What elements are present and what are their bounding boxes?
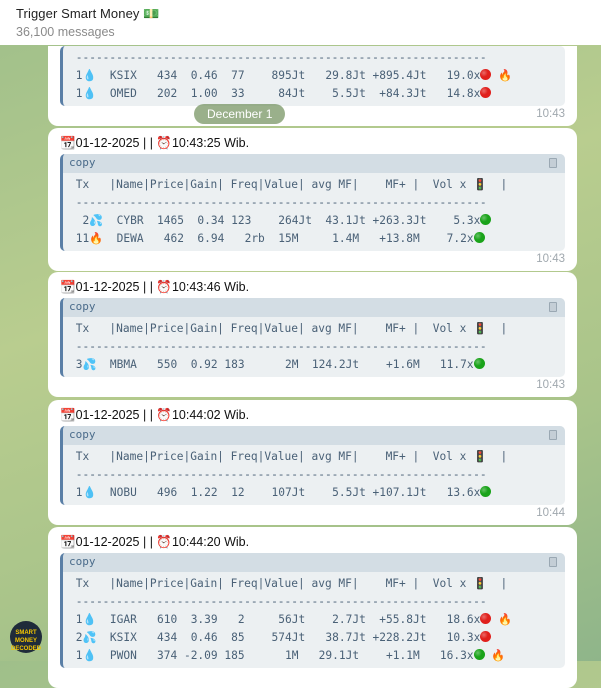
table-header: Tx |Name|Price|Gain| Freq|Value| avg MF|… [69,178,508,191]
message-bubble: 📆01-12-2025 | | ⏰10:43:46 Wib. copy Tx |N… [48,272,577,397]
row-text: 1💧 NOBU 496 1.22 12 107Jt 5.5Jt +107.1Jt… [69,486,481,499]
table-row: 1💧 IGAR 610 3.39 2 56Jt 2.7Jt +55.8Jt 18… [69,611,559,629]
code-header: copy [63,426,565,445]
avatar[interactable]: SMART MONEY DECODED [10,621,42,653]
table-separator: ----------------------------------------… [69,196,487,209]
message-header: 📆01-12-2025 | | ⏰10:43:25 Wib. [60,136,250,150]
row-text: 1💧 PWON 374 -2.09 185 1M 29.1Jt +1.1M 16… [69,649,474,662]
code-content: Tx |Name|Price|Gain| Freq|Value| avg MF|… [63,173,565,251]
row-text: 1💧 IGAR 610 3.39 2 56Jt 2.7Jt +55.8Jt 18… [69,613,481,626]
code-block: ----------------------------------------… [60,46,565,106]
copy-icon[interactable] [549,430,557,440]
message-count: 36,100 messages [16,25,115,39]
fire-icon: 🔥 [498,69,513,82]
code-content: Tx |Name|Price|Gain| Freq|Value| avg MF|… [63,572,565,668]
table-row: 1💧 OMED 202 1.00 33 84Jt 5.5Jt +84.3Jt 1… [69,85,559,103]
table-separator: ----------------------------------------… [69,468,487,481]
channel-title: Trigger Smart Money 💵 [16,6,160,21]
copy-icon[interactable] [549,557,557,567]
status-red-icon [480,613,492,624]
table-row: 2💦 KSIX 434 0.46 85 574Jt 38.7Jt +228.2J… [69,629,559,647]
message-header: 📆01-12-2025 | | ⏰10:44:02 Wib. [60,408,250,422]
row-text: 11🔥 DEWA 462 6.94 2rb 15M 1.4M +13.8M 7.… [69,232,474,245]
chat-header[interactable]: Trigger Smart Money 💵 36,100 messages [0,0,601,45]
status-green-icon [480,486,492,497]
table-row: 11🔥 DEWA 462 6.94 2rb 15M 1.4M +13.8M 7.… [69,230,559,248]
message-bubble: 📆01-12-2025 | | ⏰10:44:02 Wib. copy Tx |N… [48,400,577,525]
status-green-icon [473,358,485,369]
status-green-icon [473,649,485,660]
row-text: 2💦 CYBR 1465 0.34 123 264Jt 43.1Jt +263.… [69,214,481,227]
status-green-icon [480,214,492,225]
message-header: 📆01-12-2025 | | ⏰10:43:46 Wib. [60,280,250,294]
code-label: copy [69,156,96,169]
code-label: copy [69,300,96,313]
code-header: copy [63,298,565,317]
code-header: copy [63,553,565,572]
table-header: Tx |Name|Price|Gain| Freq|Value| avg MF|… [69,450,508,463]
message-time: 10:43 [536,379,565,391]
code-block: copy Tx |Name|Price|Gain| Freq|Value| av… [60,154,565,251]
table-row: 1💧 PWON 374 -2.09 185 1M 29.1Jt +1.1M 16… [69,647,559,665]
code-content: Tx |Name|Price|Gain| Freq|Value| avg MF|… [63,445,565,505]
code-block: copy Tx |Name|Price|Gain| Freq|Value| av… [60,298,565,377]
table-separator: ----------------------------------------… [69,340,487,353]
table-row: 1💧 KSIX 434 0.46 77 895Jt 29.8Jt +895.4J… [69,67,559,85]
message-header: 📆01-12-2025 | | ⏰10:44:20 Wib. [60,535,250,549]
table-header: Tx |Name|Price|Gain| Freq|Value| avg MF|… [69,577,508,590]
message-time [60,668,565,684]
row-text: 2💦 KSIX 434 0.46 85 574Jt 38.7Jt +228.2J… [69,631,481,644]
copy-icon[interactable] [549,158,557,168]
copy-icon[interactable] [549,302,557,312]
message-bubble: ----------------------------------------… [48,46,577,126]
date-pill: December 1 [194,104,286,124]
row-text: 1💧 KSIX 434 0.46 77 895Jt 29.8Jt +895.4J… [69,69,481,82]
code-header: copy [63,154,565,173]
fire-icon: 🔥 [498,613,513,626]
message-bubble: 📆01-12-2025 | | ⏰10:43:25 Wib. copy Tx |N… [48,128,577,271]
code-label: copy [69,428,96,441]
table-row: 3💦 MBMA 550 0.92 183 2M 124.2Jt +1.6M 11… [69,356,559,374]
table-row: 2💦 CYBR 1465 0.34 123 264Jt 43.1Jt +263.… [69,212,559,230]
code-label: copy [69,555,96,568]
table-separator: ----------------------------------------… [69,51,487,64]
status-green-icon [473,232,485,243]
code-content: Tx |Name|Price|Gain| Freq|Value| avg MF|… [63,317,565,377]
message-time: 10:43 [536,253,565,265]
message-bubble: 📆01-12-2025 | | ⏰10:44:20 Wib. copy Tx |N… [48,527,577,688]
status-red-icon [480,631,492,642]
row-text: 3💦 MBMA 550 0.92 183 2M 124.2Jt +1.6M 11… [69,358,474,371]
table-separator: ----------------------------------------… [69,595,487,608]
table-header: Tx |Name|Price|Gain| Freq|Value| avg MF|… [69,322,508,335]
row-text: 1💧 OMED 202 1.00 33 84Jt 5.5Jt +84.3Jt 1… [69,87,481,100]
message-time: 10:43 [536,108,565,120]
code-content: ----------------------------------------… [63,46,565,106]
code-block: copy Tx |Name|Price|Gain| Freq|Value| av… [60,553,565,668]
fire-icon: 🔥 [491,649,506,662]
message-time: 10:44 [536,507,565,519]
code-block: copy Tx |Name|Price|Gain| Freq|Value| av… [60,426,565,505]
table-row: 1💧 NOBU 496 1.22 12 107Jt 5.5Jt +107.1Jt… [69,484,559,502]
status-red-icon [480,69,492,80]
status-red-icon [480,87,492,98]
